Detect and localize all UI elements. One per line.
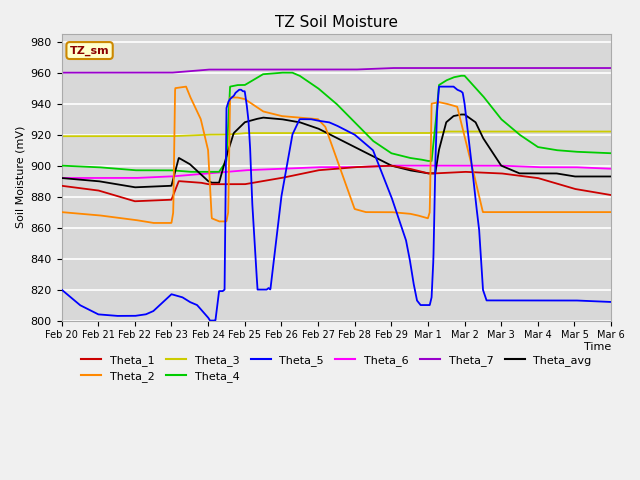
Y-axis label: Soil Moisture (mV): Soil Moisture (mV) <box>15 126 25 228</box>
Legend: Theta_1, Theta_2, Theta_3, Theta_4, Theta_5, Theta_6, Theta_7, Theta_avg: Theta_1, Theta_2, Theta_3, Theta_4, Thet… <box>77 350 596 387</box>
X-axis label: Time: Time <box>584 342 611 352</box>
Text: TZ_sm: TZ_sm <box>70 46 109 56</box>
Title: TZ Soil Moisture: TZ Soil Moisture <box>275 15 398 30</box>
